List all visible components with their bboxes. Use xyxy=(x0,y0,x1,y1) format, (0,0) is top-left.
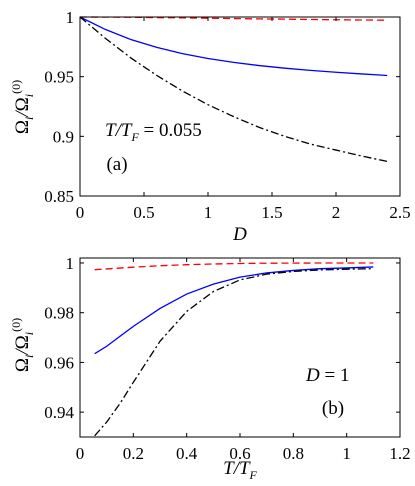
axes-frame xyxy=(79,16,401,197)
x-tick-label: 2 xyxy=(332,203,341,222)
y-tick-label: 1 xyxy=(66,254,75,273)
y-tick-label: 0.9 xyxy=(53,127,74,146)
annotation-text: T/TF = 0.055 xyxy=(105,120,202,144)
series-line-dashdot xyxy=(79,16,388,163)
x-tick-label: 1.5 xyxy=(261,203,282,222)
y-tick-label: 0.85 xyxy=(44,187,74,206)
y-tick-label: 0.95 xyxy=(44,68,74,87)
series-line-dashdot xyxy=(94,268,374,437)
x-tick-label: 0 xyxy=(76,444,85,463)
y-axis-label: Ωi/Ωi(0) xyxy=(9,80,36,134)
x-tick-label: 0.6 xyxy=(229,444,250,463)
y-tick-label: 1 xyxy=(66,8,75,27)
x-tick-label: 0.5 xyxy=(133,203,154,222)
x-axis-label: T/TF xyxy=(223,458,257,482)
series-line-solid xyxy=(79,16,388,77)
x-tick-label: 0.8 xyxy=(283,444,304,463)
y-axis-label: Ωi/Ωi(0) xyxy=(9,318,36,372)
y-tick-label: 0.96 xyxy=(44,353,74,372)
annotation-text: D = 1 xyxy=(305,365,349,386)
panel-label: (b) xyxy=(322,398,344,419)
series-line-dashed xyxy=(94,262,374,271)
axes-frame xyxy=(79,257,401,438)
panel-b: 0 0.2 0.4 0.6 0.8 1 1.2 0.94 0.96 0.98 1 T/TF Ωi/Ωi(… xyxy=(9,254,411,482)
x-tick-label: 1 xyxy=(342,444,351,463)
x-tick-label: 0.2 xyxy=(123,444,144,463)
x-tick-label: 1.2 xyxy=(389,444,410,463)
x-tick-label: 0.4 xyxy=(176,444,198,463)
y-axis-label-group: Ωi/Ωi(0) xyxy=(9,318,36,372)
x-tick-label: 2.5 xyxy=(389,203,410,222)
y-axis-label-group: Ωi/Ωi(0) xyxy=(9,80,36,134)
y-tick-label: 0.94 xyxy=(44,403,74,422)
panel-label: (a) xyxy=(106,154,127,175)
x-tick-label: 0 xyxy=(76,203,85,222)
series-line-solid xyxy=(94,266,374,355)
y-tick-label: 0.98 xyxy=(44,304,74,323)
x-axis-label: D xyxy=(232,224,247,245)
x-tick-label: 1 xyxy=(204,203,213,222)
